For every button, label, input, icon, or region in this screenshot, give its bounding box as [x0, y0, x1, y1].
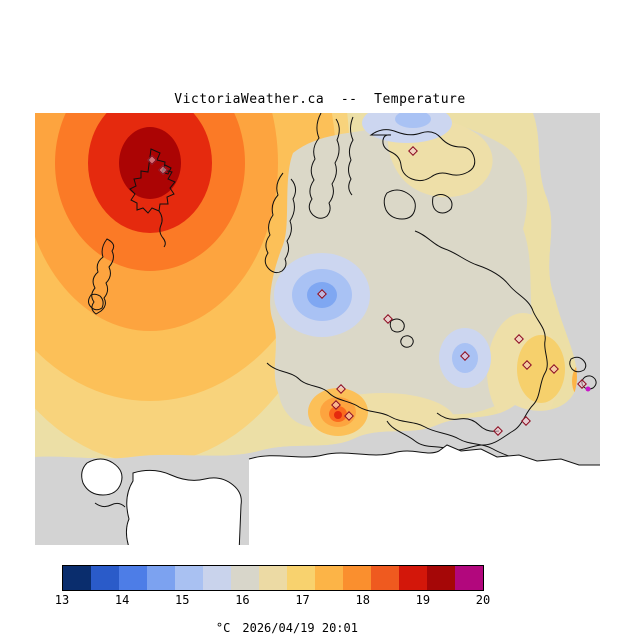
colorbar-cell: [63, 566, 91, 590]
colorbar-tick: 18: [355, 593, 370, 607]
colorbar-cell: [315, 566, 343, 590]
colorbar-cell: [259, 566, 287, 590]
colorbar-cell: [147, 566, 175, 590]
colorbar-cell: [371, 566, 399, 590]
colorbar-cell: [287, 566, 315, 590]
page-title: VictoriaWeather.ca -- Temperature: [174, 92, 466, 107]
colorbar-tick: 14: [114, 593, 130, 607]
cool-spot-center: [274, 253, 370, 337]
cool-spot-north: [362, 113, 452, 143]
cool-spot-east: [439, 328, 491, 388]
colorbar-caption: °C 2026/04/19 20:01: [62, 607, 483, 640]
warm-patch-east: [517, 335, 565, 403]
map-canvas: [35, 113, 600, 545]
water-masks: [81, 444, 600, 545]
colorbar: [62, 565, 484, 591]
colorbar-cell: [91, 566, 119, 590]
coastlines: [88, 113, 597, 508]
colorbar-tick: 20: [475, 593, 491, 607]
colorbar-tick: 19: [415, 593, 431, 607]
warm-pocket-south: [308, 388, 368, 436]
colorbar-cell: [455, 566, 483, 590]
colorbar-tick: 16: [235, 593, 250, 607]
colorbar-tick: 13: [54, 593, 70, 607]
white-islet-sw: [81, 458, 123, 496]
colorbar-cell: [175, 566, 203, 590]
white-region-south-edge: [248, 444, 600, 466]
units-label: °C: [215, 621, 231, 635]
colorbar-cell: [399, 566, 427, 590]
white-region-sw: [125, 469, 242, 545]
colorbar-tick: 17: [295, 593, 310, 607]
contour-field: [35, 113, 577, 459]
colorbar-tick: 15: [175, 593, 190, 607]
colorbar-cell: [203, 566, 231, 590]
temperature-map: [35, 113, 600, 545]
colorbar-cell: [427, 566, 455, 590]
timestamp-label: 2026/04/19 20:01: [242, 621, 358, 635]
colorbar-cell: [231, 566, 259, 590]
colorbar-cell: [119, 566, 147, 590]
colorbar-ticks: 13 14 15 16 17 18 19 20: [55, 593, 490, 607]
white-region-south: [249, 445, 600, 545]
colorbar-cell: [343, 566, 371, 590]
